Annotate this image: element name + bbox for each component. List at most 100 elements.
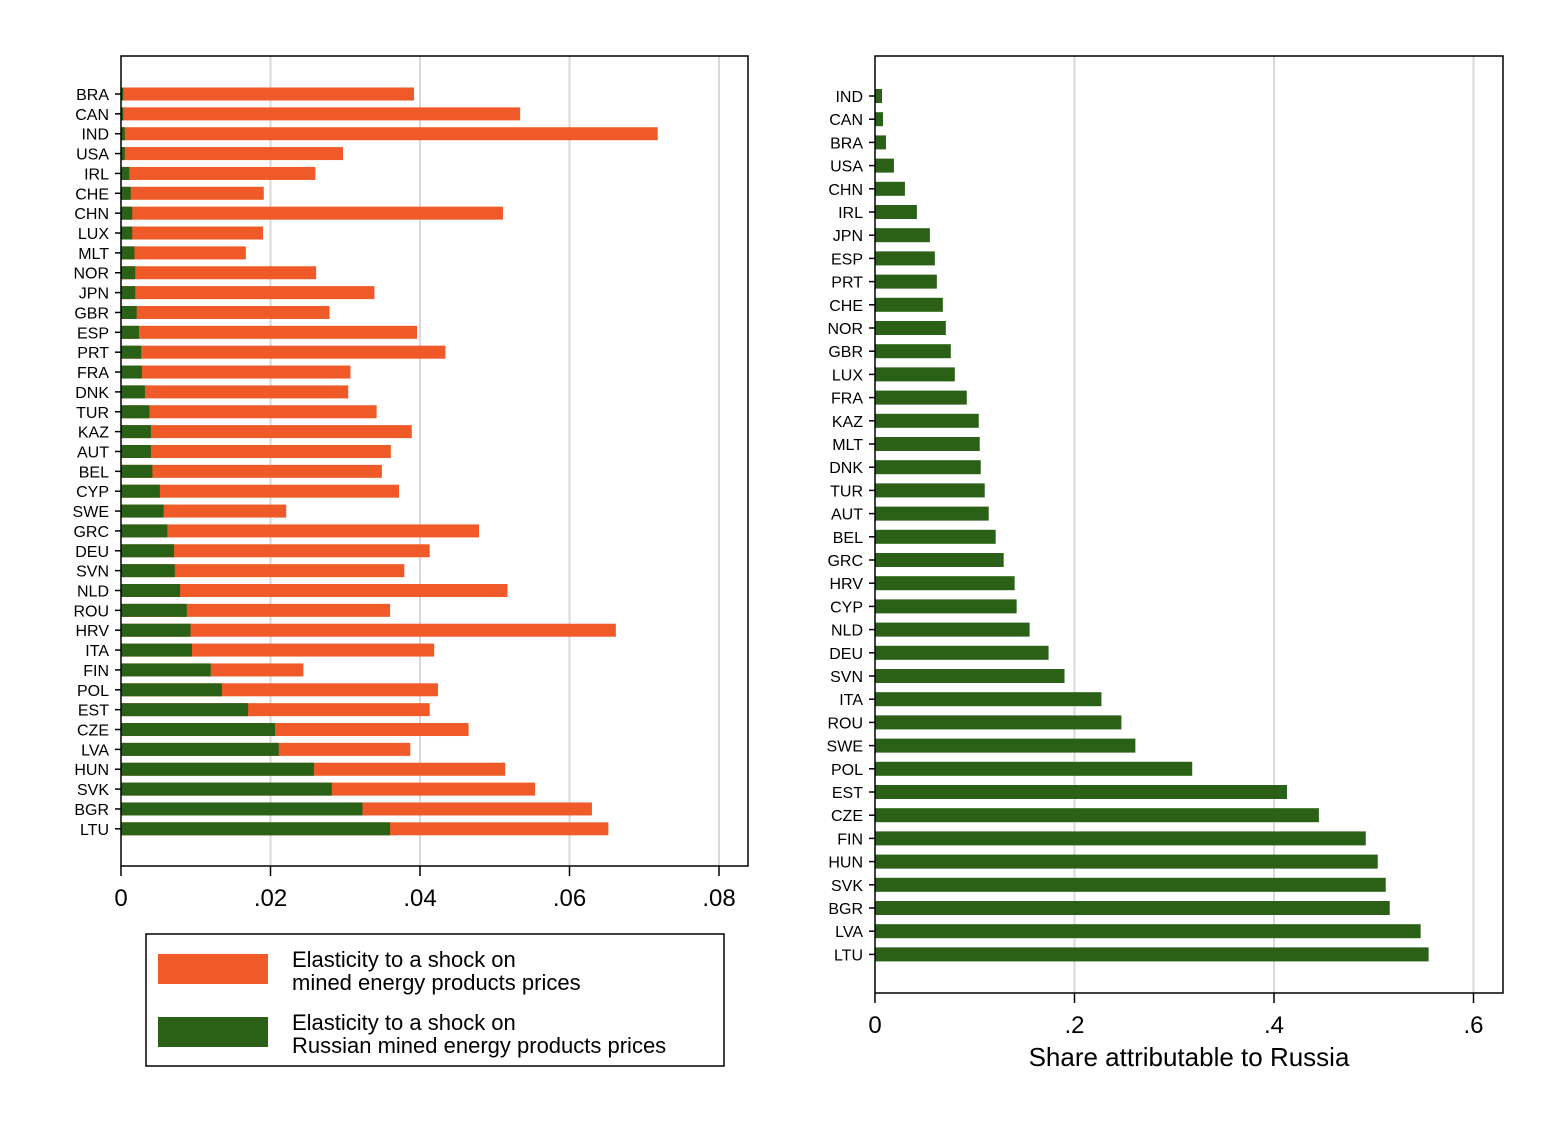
bar-share-russia: [875, 112, 883, 127]
category-label: TUR: [76, 405, 109, 422]
category-label: USA: [830, 159, 863, 176]
bar-russian-elasticity: [121, 405, 150, 419]
category-label: FIN: [837, 831, 863, 848]
category-label: BGR: [74, 802, 109, 819]
category-label: CYP: [76, 484, 109, 501]
category-label: ESP: [77, 325, 109, 342]
bar-share-russia: [875, 460, 981, 475]
bar-russian-elasticity: [121, 643, 193, 657]
bar-share-russia: [875, 529, 996, 544]
category-label: HUN: [828, 855, 863, 872]
bar-russian-elasticity: [121, 127, 125, 141]
category-label: EST: [832, 785, 863, 802]
bar-share-russia: [875, 89, 882, 103]
legend-label: mined energy products prices: [292, 970, 581, 995]
category-label: DNK: [75, 385, 109, 402]
category-label: FRA: [77, 365, 109, 382]
bar-share-russia: [875, 645, 1049, 660]
bar-total-elasticity: [121, 345, 446, 359]
bar-russian-elasticity: [121, 286, 136, 300]
bar-share-russia: [875, 808, 1319, 823]
category-label: LUX: [78, 226, 109, 243]
x-tick-label: .06: [553, 885, 586, 912]
bar-russian-elasticity: [121, 742, 279, 756]
bar-share-russia: [875, 344, 951, 359]
category-label: CYP: [830, 599, 863, 616]
category-label: HRV: [830, 576, 864, 593]
bar-share-russia: [875, 831, 1366, 846]
category-label: BRA: [76, 87, 109, 104]
category-label: IND: [81, 127, 109, 144]
bar-share-russia: [875, 297, 943, 312]
bar-russian-elasticity: [121, 822, 391, 836]
category-label: LVA: [835, 924, 863, 941]
bar-russian-elasticity: [121, 147, 125, 161]
bar-share-russia: [875, 367, 955, 382]
category-label: CAN: [829, 112, 863, 129]
plot-frame: [120, 55, 749, 867]
x-tick-label: .6: [1463, 1012, 1483, 1039]
category-label: KAZ: [78, 425, 109, 442]
bar-share-russia: [875, 576, 1015, 591]
bar-total-elasticity: [121, 623, 616, 637]
bar-share-russia: [875, 692, 1102, 707]
bar-russian-elasticity: [121, 186, 131, 200]
category-label: NLD: [77, 584, 109, 601]
category-label: DEU: [75, 544, 109, 561]
category-label: LTU: [80, 822, 109, 839]
bar-russian-elasticity: [121, 425, 151, 439]
bar-total-elasticity: [121, 286, 375, 300]
category-label: ROU: [827, 715, 863, 732]
bar-russian-elasticity: [121, 683, 222, 697]
category-label: SVK: [831, 878, 863, 895]
bar-share-russia: [875, 506, 989, 521]
category-label: LVA: [81, 742, 109, 759]
category-label: HRV: [76, 623, 110, 640]
bar-total-elasticity: [121, 87, 415, 101]
bar-total-elasticity: [121, 246, 246, 260]
category-label: CZE: [77, 723, 109, 740]
category-label: IRL: [84, 166, 109, 183]
category-label: LTU: [834, 947, 863, 964]
bar-share-russia: [875, 785, 1287, 799]
bar-total-elasticity: [121, 405, 377, 419]
bar-russian-elasticity: [121, 802, 363, 816]
bar-total-elasticity: [121, 584, 508, 597]
category-label: MLT: [78, 246, 109, 263]
x-tick-label: .4: [1264, 1012, 1284, 1039]
bar-russian-elasticity: [121, 206, 133, 220]
bar-total-elasticity: [121, 266, 317, 280]
bar-total-elasticity: [121, 206, 503, 220]
x-tick-label: .04: [403, 885, 436, 912]
category-label: EST: [78, 703, 109, 720]
x-tick-label: .2: [1064, 1012, 1084, 1039]
bar-russian-elasticity: [121, 345, 142, 359]
category-label: NOR: [73, 266, 109, 283]
bar-share-russia: [875, 483, 985, 498]
x-tick-label: .02: [254, 885, 287, 912]
category-label: ROU: [73, 603, 109, 620]
category-label: NLD: [831, 623, 863, 640]
bar-share-russia: [875, 274, 937, 289]
category-label: SVN: [76, 564, 109, 581]
legend-swatch: [158, 1017, 268, 1047]
category-label: TUR: [830, 483, 863, 500]
bar-russian-elasticity: [121, 762, 314, 776]
bar-total-elasticity: [121, 484, 400, 498]
category-label: DNK: [829, 460, 863, 477]
category-label: PRT: [77, 345, 109, 362]
bar-total-elasticity: [121, 385, 349, 399]
bar-share-russia: [875, 228, 930, 243]
bar-russian-elasticity: [121, 226, 133, 240]
category-label: LUX: [832, 367, 863, 384]
bar-total-elasticity: [121, 524, 480, 538]
category-label: POL: [831, 762, 863, 779]
category-label: POL: [77, 683, 109, 700]
bar-total-elasticity: [121, 464, 382, 478]
category-label: ITA: [839, 692, 863, 709]
category-label: MLT: [832, 437, 863, 454]
bar-total-elasticity: [121, 603, 391, 617]
bar-share-russia: [875, 390, 967, 405]
category-label: FRA: [831, 391, 863, 408]
